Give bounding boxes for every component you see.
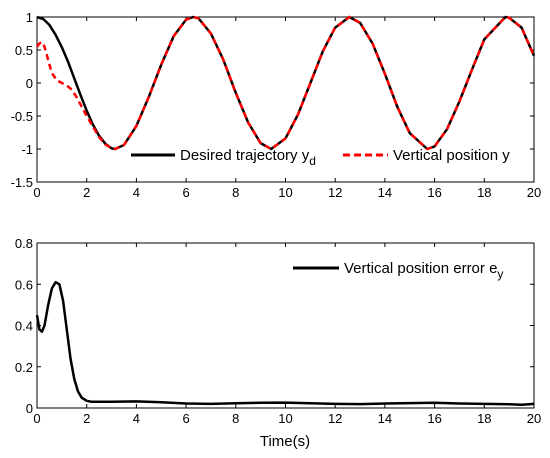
bottom-x-tick-label: 18 — [477, 411, 491, 426]
top-x-tick-label: 8 — [232, 185, 239, 200]
bottom-x-tick-label: 8 — [232, 411, 239, 426]
x-axis-label: Time(s) — [260, 433, 310, 450]
top-x-tick-label: 12 — [328, 185, 342, 200]
bottom-y-ticks: 0.8 0.6 0.4 0.2 0 — [15, 236, 534, 416]
legend-label-error: Vertical position error ey — [344, 260, 503, 281]
bottom-y-tick-label: 0.4 — [15, 319, 33, 334]
bottom-y-tick-label: 0.8 — [15, 236, 33, 251]
bottom-x-tick-label: 20 — [527, 411, 541, 426]
bottom-x-ticks: 0 2 4 6 8 10 12 14 16 18 20 — [33, 243, 541, 426]
legend-label-vertical: Vertical position y — [393, 147, 510, 164]
top-x-tick-label: 20 — [527, 185, 541, 200]
top-series-lines — [36, 15, 536, 151]
top-y-tick-label: 0.5 — [15, 43, 33, 58]
top-y-tick-label: 1 — [26, 10, 33, 25]
bottom-y-tick-label: 0.6 — [15, 277, 33, 292]
top-y-tick-label: -1.5 — [11, 175, 33, 190]
bottom-x-tick-label: 16 — [427, 411, 441, 426]
top-x-tick-label: 2 — [83, 185, 90, 200]
top-x-ticks: 0 2 4 6 8 10 12 14 16 18 20 — [33, 17, 541, 200]
top-x-tick-label: 14 — [378, 185, 392, 200]
bottom-x-tick-label: 12 — [328, 411, 342, 426]
top-series-line-0 — [36, 15, 536, 151]
top-y-tick-label: -0.5 — [11, 109, 33, 124]
top-x-tick-label: 0 — [33, 185, 40, 200]
bottom-x-tick-label: 10 — [278, 411, 292, 426]
top-x-tick-label: 18 — [477, 185, 491, 200]
top-y-tick-label: 0 — [26, 76, 33, 91]
bottom-legend: Vertical position error ey — [293, 260, 503, 281]
top-x-tick-label: 6 — [182, 185, 189, 200]
bottom-x-tick-label: 0 — [33, 411, 40, 426]
bottom-series-lines — [35, 280, 535, 406]
bottom-series-line-0 — [35, 280, 535, 406]
top-legend: Desired trajectory yd Vertical position … — [131, 147, 510, 168]
top-x-tick-label: 4 — [133, 185, 140, 200]
bottom-y-tick-label: 0 — [26, 401, 33, 416]
bottom-x-tick-label: 14 — [378, 411, 392, 426]
top-panel: 0 2 4 6 8 10 12 14 16 18 20 1 0.5 0 -0.5 -1 -1.5 Desire… — [11, 10, 542, 200]
bottom-x-tick-label: 2 — [83, 411, 90, 426]
bottom-panel: 0 2 4 6 8 10 12 14 16 18 20 0.8 0.6 0.4 0.2 0 Vertical… — [15, 236, 541, 450]
bottom-plot-area — [36, 242, 535, 409]
top-plot-area — [36, 16, 535, 183]
bottom-y-tick-label: 0.2 — [15, 360, 33, 375]
top-y-tick-label: -1 — [21, 142, 33, 157]
legend-label-desired: Desired trajectory yd — [180, 147, 316, 168]
top-x-tick-label: 16 — [427, 185, 441, 200]
bottom-x-tick-label: 4 — [133, 411, 140, 426]
bottom-x-tick-label: 6 — [182, 411, 189, 426]
top-x-tick-label: 10 — [278, 185, 292, 200]
top-series-line-1 — [36, 15, 536, 151]
